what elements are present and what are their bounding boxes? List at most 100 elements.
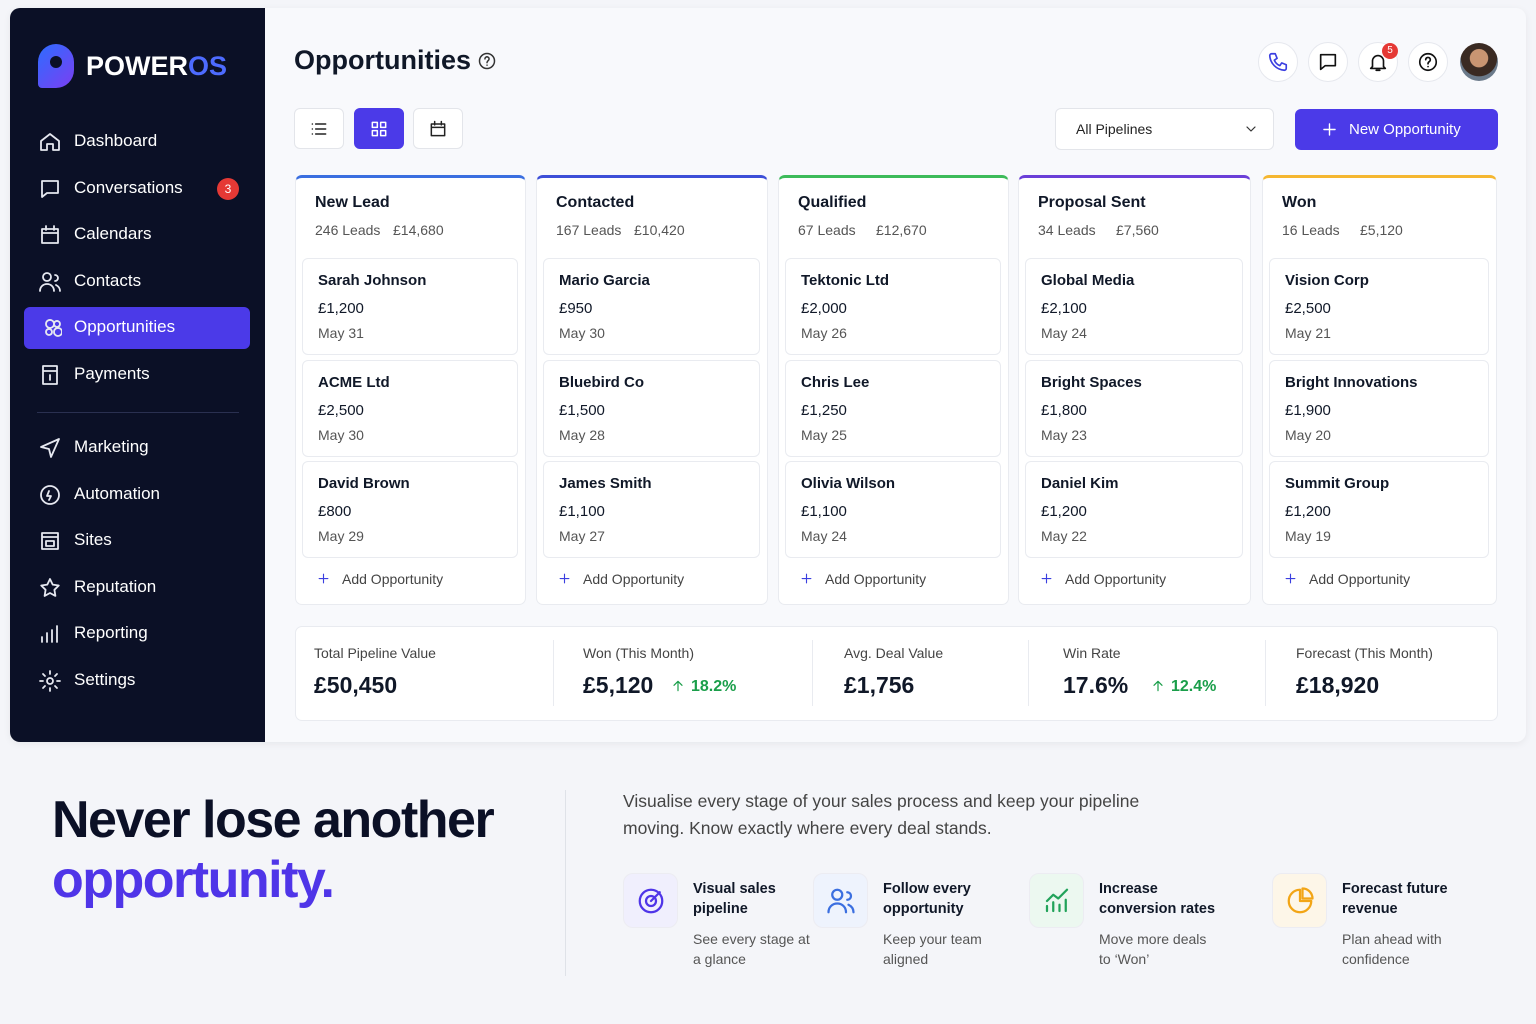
deal-card[interactable] [1269, 258, 1489, 355]
deal-card[interactable] [302, 258, 518, 355]
deal-amount: £1,200 [1285, 503, 1331, 520]
deal-card[interactable] [785, 461, 1001, 558]
feature-title: Forecast future revenue [1342, 881, 1448, 917]
deal-name: Summit Group [1285, 475, 1390, 492]
column-title: Contacted [556, 194, 635, 211]
icon-shape [40, 484, 60, 505]
deal-name: James Smith [559, 475, 652, 492]
icon-shape [41, 625, 58, 644]
stat-label: Forecast (This Month) [1296, 645, 1433, 661]
deal-date: May 24 [801, 528, 847, 544]
deal-date: May 26 [801, 325, 847, 341]
deal-name: Olivia Wilson [801, 475, 896, 492]
nav-divider [37, 412, 239, 413]
nav-item[interactable]: Automation [74, 483, 160, 503]
deal-date: May 31 [318, 325, 364, 341]
icon-shape [1268, 52, 1288, 72]
nav-icon [40, 438, 60, 458]
add-opportunity[interactable]: Add Opportunity [583, 571, 685, 587]
feature-title: Increase conversion rates [1099, 881, 1216, 917]
deal-card[interactable] [543, 461, 760, 558]
deal-date: May 24 [1041, 325, 1087, 341]
deal-card[interactable] [302, 359, 518, 457]
feature-title: Follow every opportunity [883, 881, 971, 917]
select-caret [1246, 126, 1256, 132]
deal-amount: £2,000 [801, 300, 847, 317]
nav-item[interactable]: Dashboard [74, 131, 158, 150]
view-toggle[interactable] [354, 108, 404, 149]
feature-icon-box [623, 873, 678, 928]
stats-divider [812, 640, 813, 706]
view-toggle[interactable] [413, 108, 463, 149]
nav-item[interactable]: Reporting [74, 623, 148, 643]
icon-shape [371, 121, 387, 137]
deal-card[interactable] [785, 359, 1001, 457]
icon-shape [673, 680, 683, 692]
header-button[interactable] [1308, 42, 1348, 82]
deal-card[interactable] [1269, 359, 1489, 457]
column-leads: 34 Leads [1038, 222, 1096, 238]
stat-value: 17.6% [1063, 672, 1129, 698]
nav-item[interactable]: Conversations [74, 177, 183, 197]
deal-card[interactable] [1025, 461, 1243, 558]
column-value: £10,420 [634, 222, 685, 238]
deal-name: Daniel Kim [1041, 475, 1119, 492]
deal-card[interactable] [1025, 258, 1243, 355]
add-opportunity[interactable]: Add Opportunity [342, 571, 444, 587]
deal-amount: £2,100 [1041, 300, 1087, 317]
nav-item[interactable]: Calendars [74, 224, 152, 244]
icon-shape [559, 573, 570, 584]
header-icon [1268, 52, 1288, 72]
logo-mark [38, 44, 74, 88]
deal-name: Sarah Johnson [318, 272, 427, 289]
logo-hole [50, 56, 62, 68]
icon-shape [311, 123, 327, 135]
icon-shape [478, 52, 496, 70]
headline: Never lose another [52, 791, 495, 849]
stats-divider [1028, 640, 1029, 706]
promo-description: Visualise every stage of your sales proc… [623, 791, 1140, 838]
deal-date: May 19 [1285, 528, 1331, 544]
icon-shape [45, 319, 62, 338]
nav-item[interactable]: Settings [74, 670, 136, 689]
nav-item[interactable]: Opportunities [74, 317, 176, 337]
deal-card[interactable] [543, 359, 760, 457]
icon-shape [40, 438, 60, 458]
nav-icon [41, 532, 59, 551]
nav-item[interactable]: Marketing [74, 437, 149, 456]
header-icon [1369, 54, 1387, 72]
deal-card[interactable] [543, 258, 760, 355]
header-button[interactable] [1258, 42, 1298, 82]
add-opportunity[interactable]: Add Opportunity [825, 571, 927, 587]
add-opportunity[interactable]: Add Opportunity [1065, 571, 1167, 587]
deal-date: May 30 [559, 325, 605, 341]
deal-name: Global Media [1041, 272, 1135, 289]
nav-item[interactable]: Sites [74, 530, 112, 550]
view-icon [371, 121, 387, 137]
deal-date: May 29 [318, 528, 364, 544]
deal-date: May 30 [318, 426, 364, 443]
nav-icon [41, 225, 59, 245]
stat-change: 12.4% [1171, 678, 1217, 695]
add-opportunity[interactable]: Add Opportunity [1309, 571, 1411, 587]
feature-text: Move more deals to ‘Won’ [1099, 931, 1207, 967]
feature-icon-box [813, 873, 868, 928]
deal-name: Bluebird Co [559, 373, 644, 391]
title-help [478, 52, 496, 70]
sidebar: POWEROS Dashboard Conversations 3 Calendars C… [10, 8, 265, 742]
nav-item[interactable]: Payments [74, 364, 150, 383]
nav-item[interactable]: Contacts [74, 270, 142, 290]
avatar[interactable] [1460, 43, 1498, 81]
nav-item[interactable]: Reputation [74, 576, 157, 596]
feature-icon-box [1029, 873, 1084, 928]
header-icon [1419, 52, 1437, 72]
deal-card[interactable] [785, 258, 1001, 355]
new-opportunity-label: New Opportunity [1349, 121, 1461, 138]
deal-name: Vision Corp [1285, 272, 1369, 289]
deal-card[interactable] [1269, 461, 1489, 558]
pipeline-select[interactable] [1055, 108, 1274, 150]
icon-shape [1246, 126, 1256, 132]
deal-card[interactable] [302, 461, 518, 558]
deal-card[interactable] [1025, 359, 1243, 457]
